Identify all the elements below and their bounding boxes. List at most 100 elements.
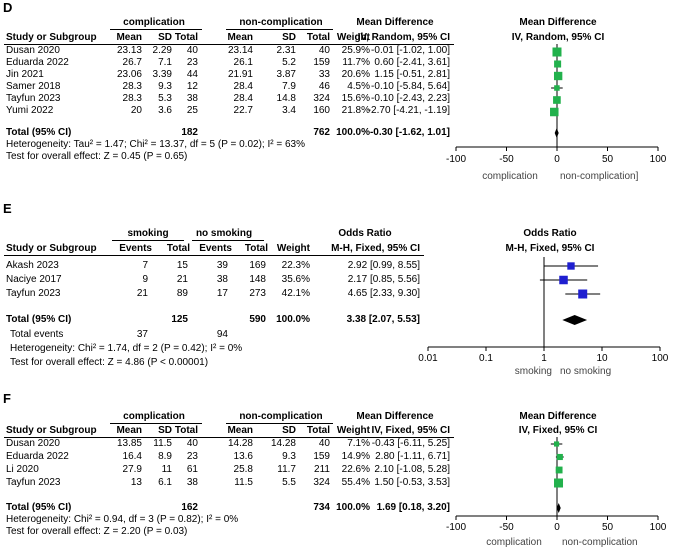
- f-total-ci: 1.69 [0.18, 3.20]: [376, 502, 450, 513]
- f-row-weight: 14.9%: [341, 451, 370, 462]
- f-col-total2: Total: [306, 425, 330, 436]
- f-row-sd2: 5.5: [282, 477, 296, 488]
- f-row-study: Tayfun 2023: [6, 477, 61, 488]
- d-row-mean1: 26.7: [122, 57, 142, 68]
- e-row-weight: 35.6%: [281, 274, 310, 285]
- d-row-sd1: 3.6: [158, 105, 172, 116]
- e-favours-right: no smoking: [560, 366, 612, 377]
- d-row-total1: 44: [186, 69, 198, 80]
- study-square: [559, 275, 568, 285]
- x-tick-label: -50: [499, 522, 514, 533]
- d-total-weight: 100.0%: [336, 127, 370, 138]
- x-tick-label: 0: [554, 154, 560, 165]
- d-col-mean1: Mean: [116, 32, 142, 43]
- d-row-total2: 33: [318, 69, 330, 80]
- study-square: [553, 441, 560, 447]
- e-row-study: Naciye 2017: [6, 274, 62, 285]
- x-tick-label: 1: [541, 353, 547, 364]
- d-row-mean1: 28.3: [122, 81, 142, 92]
- panel-f-letter: F: [3, 391, 11, 406]
- x-tick-label: -50: [499, 154, 514, 165]
- d-row-ci: 0.60 [-2.41, 3.61]: [374, 57, 450, 68]
- x-tick-label: 100: [650, 522, 667, 533]
- e-total-events2: 94: [216, 329, 228, 340]
- f-row-mean1: 27.9: [122, 464, 142, 475]
- d-col-sd1: SD: [158, 32, 172, 43]
- f-row-sd1: 11: [161, 464, 172, 475]
- d-col-sd2: SD: [282, 32, 296, 43]
- study-square: [554, 85, 560, 91]
- e-total-events1: 37: [136, 329, 148, 340]
- d-forest-plot: -100 -50 0 50 100: [446, 44, 667, 165]
- d-row-total1: 23: [186, 57, 198, 68]
- f-favours-right: non-complication: [562, 537, 638, 548]
- x-tick-label: 100: [650, 154, 667, 165]
- f-total-label: Total (95% CI): [6, 502, 72, 513]
- e-row-study: Akash 2023: [6, 260, 59, 271]
- d-row-weight: 15.6%: [341, 93, 370, 104]
- panel-d-letter: D: [3, 0, 13, 15]
- d-favours-right: non-complication]: [560, 171, 639, 182]
- f-col-weight: Weight: [336, 425, 370, 436]
- f-total-n2: 734: [313, 502, 330, 513]
- d-total-label: Total (95% CI): [6, 127, 72, 138]
- f-row-total1: 23: [186, 451, 198, 462]
- f-row-weight: 22.6%: [341, 464, 370, 475]
- d-total-n2: 762: [313, 127, 330, 138]
- f-group2-rule: [226, 423, 333, 424]
- f-row-sd2: 9.3: [282, 451, 296, 462]
- d-row-weight: 11.7%: [342, 57, 370, 68]
- e-col-total1: Total: [166, 243, 190, 254]
- f-row-study: Li 2020: [6, 464, 39, 475]
- x-tick-label: 100: [652, 353, 669, 364]
- d-plot-header: Mean Difference: [519, 17, 597, 28]
- e-row-weight: 42.1%: [281, 288, 310, 299]
- e-col-events1: Events: [119, 243, 152, 254]
- f-row-mean2: 11.5: [234, 477, 253, 488]
- e-overall-effect: Test for overall effect: Z = 4.86 (P < 0…: [10, 357, 209, 368]
- f-row-sd1: 6.1: [158, 477, 172, 488]
- e-row-events2: 39: [216, 260, 228, 271]
- e-plot-method: M-H, Fixed, 95% CI: [505, 243, 595, 254]
- study-square: [552, 47, 562, 57]
- x-tick-label: 0.1: [479, 353, 493, 364]
- study-square: [553, 71, 563, 81]
- e-group1-rule: [112, 240, 184, 241]
- f-row-sd1: 11.5: [153, 438, 172, 449]
- f-col-mean2: Mean: [227, 425, 253, 436]
- e-col-weight: Weight: [276, 243, 310, 254]
- d-row-total1: 25: [186, 105, 198, 116]
- f-row-mean1: 16.4: [122, 451, 142, 462]
- study-square: [555, 466, 563, 474]
- f-group2-label: non-complication: [239, 411, 323, 422]
- f-group1-rule: [110, 423, 202, 424]
- d-row-mean2: 23.14: [227, 45, 253, 56]
- panel-e-letter: E: [3, 201, 12, 216]
- f-row-sd2: 14.28: [270, 438, 296, 449]
- d-row-total1: 40: [186, 45, 198, 56]
- f-row-study: Dusan 2020: [6, 438, 60, 449]
- f-favours-left: complication: [486, 537, 542, 548]
- e-total-label: Total (95% CI): [6, 314, 72, 325]
- d-group1-label: complication: [123, 17, 185, 28]
- panel-f: F complication non-complication Mean Dif…: [0, 390, 677, 551]
- f-row-mean2: 14.28: [227, 438, 253, 449]
- e-row-ci: 2.17 [0.85, 5.56]: [347, 274, 420, 285]
- e-total-n1: 125: [171, 314, 188, 325]
- d-group1-rule: [110, 29, 202, 30]
- d-row-sd2: 14.8: [276, 93, 296, 104]
- e-effect-header: Odds Ratio: [338, 228, 392, 239]
- f-row-mean2: 25.8: [233, 464, 253, 475]
- d-row-ci: 1.15 [-0.51, 2.81]: [374, 69, 450, 80]
- f-row-ci: -0.43 [-6.11, 5.25]: [371, 438, 450, 449]
- f-group1-label: complication: [123, 411, 185, 422]
- pooled-diamond: [554, 128, 559, 138]
- d-row-weight: 20.6%: [341, 69, 370, 80]
- f-row-sd2: 11.7: [277, 464, 296, 475]
- d-plot-method: IV, Random, 95% CI: [511, 32, 605, 43]
- f-row-mean1: 13: [130, 477, 142, 488]
- panel-d: D complication non-complication Mean Dif…: [0, 0, 677, 183]
- d-effect-header: Mean Difference: [356, 17, 434, 28]
- study-square: [553, 96, 561, 104]
- e-header-rule: [4, 255, 424, 256]
